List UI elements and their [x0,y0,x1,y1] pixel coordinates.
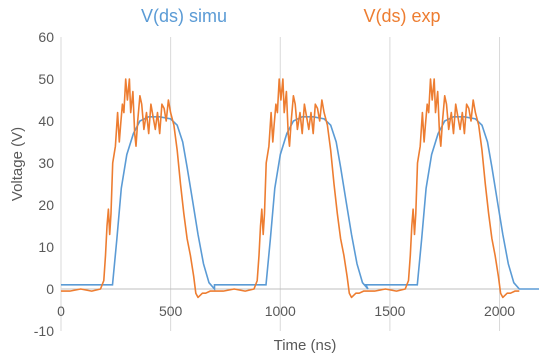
x-tick-label: 2000 [484,303,515,319]
gridlines [170,37,501,331]
legend-item-simu: V(ds) simu [141,6,227,26]
y-tick-label: 20 [38,197,54,213]
y-tick-label: 30 [38,155,54,171]
y-tick-label: 0 [46,281,54,297]
y-axis-label: Voltage (V) [9,127,26,201]
y-tick-label: 60 [38,29,54,45]
x-tick-label: 1000 [265,303,296,319]
x-tick-label: 0 [57,303,65,319]
y-tick-label: 40 [38,113,54,129]
legend-item-exp: V(ds) exp [363,6,440,26]
legend: V(ds) simu V(ds) exp [141,6,441,26]
x-tick-label: 500 [159,303,183,319]
y-tick-label: -10 [34,323,54,339]
y-tick-label: 50 [38,71,54,87]
y-tick-label: 10 [38,239,54,255]
series-line-simu [61,116,539,292]
series-line-exp [61,78,520,299]
plot-area [61,78,539,299]
x-tick-label: 1500 [374,303,405,319]
axes [60,37,539,331]
x-axis-label: Time (ns) [274,337,337,354]
